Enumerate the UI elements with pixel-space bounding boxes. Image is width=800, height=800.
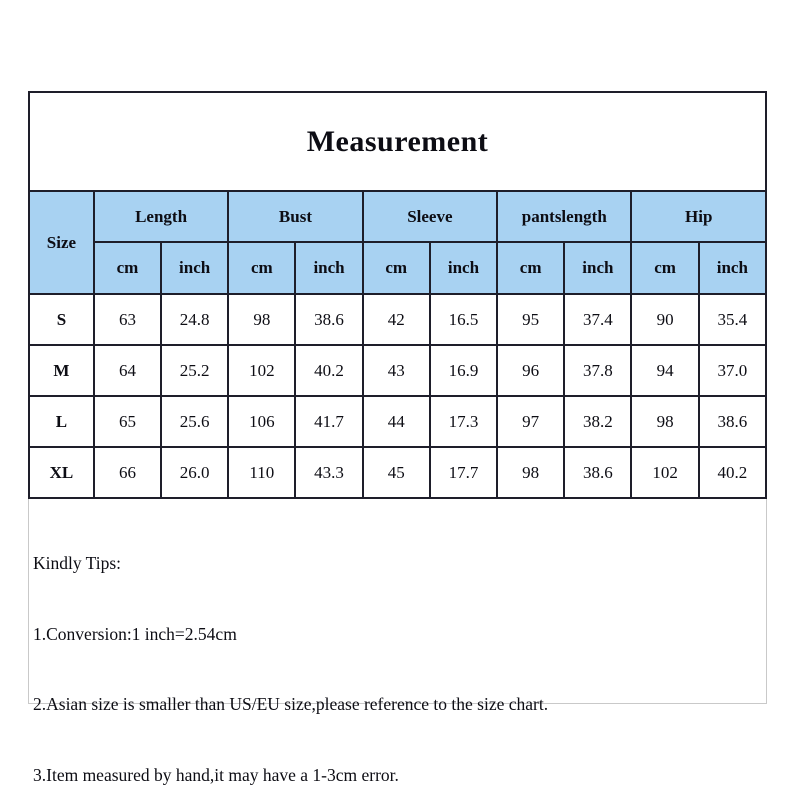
column-header-bust: Bust [227,190,364,243]
table-cell: 17.7 [428,446,499,499]
table-cell: 37.4 [563,293,633,346]
table-cell: 102 [227,344,297,397]
unit-header: inch [428,241,499,295]
table-cell: 26.0 [160,446,230,499]
tip-line: 3.Item measured by hand,it may have a 1-… [33,764,399,785]
table-cell: 24.8 [160,293,230,346]
tip-line: 2.Asian size is smaller than US/EU size,… [33,694,549,714]
unit-header: cm [496,241,566,295]
table-cell: 43 [361,344,431,397]
table-cell: 40.2 [294,344,364,397]
kindly-tips: Kindly Tips: 1.Conversion:1 inch=2.54cm … [29,499,766,800]
page-title: Measurement [28,91,767,192]
size-cell: L [28,395,95,448]
table-cell: 102 [630,446,700,499]
table-cell: 42 [361,293,431,346]
size-column-header: Size [28,190,95,295]
table-cell: 38.6 [563,446,633,499]
table-cell: 106 [227,395,297,448]
unit-header: cm [92,241,163,295]
table-row-m: M 64 25.2 102 40.2 43 16.9 96 37.8 94 37… [28,344,768,397]
column-header-hip: Hip [630,190,767,243]
table-cell: 35.4 [697,293,768,346]
table-cell: 38.6 [697,395,768,448]
table-cell: 16.9 [428,344,499,397]
title-row: Measurement [28,91,767,192]
table-cell: 41.7 [294,395,364,448]
table-cell: 90 [630,293,700,346]
unit-header: inch [697,241,768,295]
unit-header: cm [361,241,431,295]
table-row-s: S 63 24.8 98 38.6 42 16.5 95 37.4 90 35.… [28,293,768,346]
table-cell: 45 [361,446,431,499]
table-cell: 43.3 [294,446,364,499]
column-header-length: Length [92,190,230,243]
table-cell: 96 [496,344,566,397]
table-cell: 64 [92,344,163,397]
table-cell: 110 [227,446,297,499]
table-cell: 98 [496,446,566,499]
table-cell: 25.2 [160,344,230,397]
unit-header: inch [563,241,633,295]
table-cell: 17.3 [428,395,499,448]
column-header-pantslength: pantslength [496,190,633,243]
measurement-table: Measurement Size Length Bust Sleeve pant… [28,91,768,499]
table-cell: 25.6 [160,395,230,448]
table-cell: 44 [361,395,431,448]
table-cell: 97 [496,395,566,448]
column-header-row: Size Length Bust Sleeve pantslength Hip [28,190,767,295]
table-cell: 98 [630,395,700,448]
tip-line: 1.Conversion:1 inch=2.54cm [33,623,237,644]
table-row-l: L 65 25.6 106 41.7 44 17.3 97 38.2 98 38… [28,395,768,448]
table-cell: 37.0 [697,344,768,397]
tips-heading: Kindly Tips: [33,553,122,573]
table-cell: 66 [92,446,163,499]
table-cell: 38.6 [294,293,364,346]
content-frame: Measurement Size Length Bust Sleeve pant… [28,91,768,785]
table-cell: 98 [227,293,297,346]
table-cell: 94 [630,344,700,397]
unit-header-row: cm inch cm inch cm inch cm inch cm inch [29,241,768,295]
table-cell: 63 [92,293,163,346]
size-cell: XL [28,446,95,499]
unit-header: cm [227,241,297,295]
table-cell: 16.5 [428,293,499,346]
size-cell: M [28,344,95,397]
unit-header: inch [294,241,364,295]
table-cell: 95 [496,293,566,346]
size-cell: S [28,293,95,346]
table-row-xl: XL 66 26.0 110 43.3 45 17.7 98 38.6 102 … [28,446,768,499]
column-header-sleeve: Sleeve [361,190,499,243]
table-cell: 40.2 [697,446,768,499]
table-cell: 38.2 [563,395,633,448]
table-cell: 65 [92,395,163,448]
unit-header: inch [160,241,230,295]
table-cell: 37.8 [563,344,633,397]
unit-header: cm [630,241,700,295]
